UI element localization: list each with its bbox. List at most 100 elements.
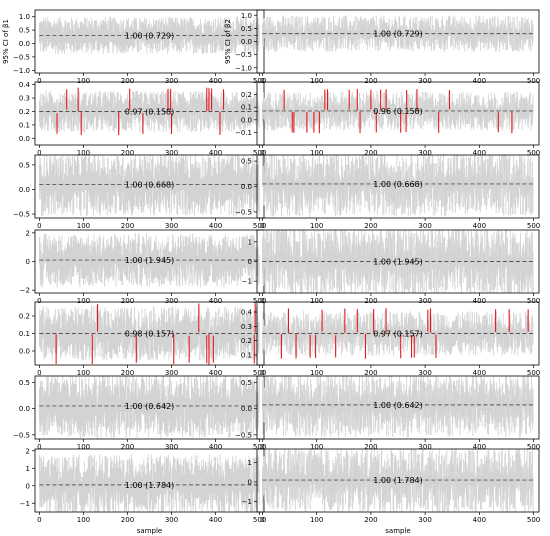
y-tick-label: −0.5: [235, 208, 252, 216]
x-tick-label: 300: [418, 222, 431, 230]
plot-area: [38, 87, 260, 136]
x-tick-label: 500: [253, 77, 266, 85]
ci-intervals: [261, 91, 534, 131]
panel-4-1: 0.97 (0.157) 0 100 200 300 400 500 0.1 0.2 0.3 0.4: [241, 301, 540, 377]
y-tick-label: 0.0: [241, 38, 252, 46]
x-tick-label: 400: [209, 149, 222, 157]
coverage-annotation: 1.00 (1.945): [373, 258, 423, 267]
y-tick-label: −0.1: [235, 129, 252, 137]
coverage-annotation: 1.00 (0.668): [125, 181, 175, 190]
x-tick-label: 400: [473, 297, 486, 305]
y-tick-label: 0.0: [19, 348, 30, 356]
x-tick-label: 200: [121, 149, 134, 157]
x-tick-label: 300: [418, 516, 431, 524]
coverage-annotation: 1.00 (0.668): [373, 180, 423, 189]
y-tick-label: 0.0: [241, 405, 252, 413]
x-tick-label: 400: [209, 77, 222, 85]
x-tick-label: 100: [77, 222, 90, 230]
coverage-annotation: 0.96 (0.158): [373, 107, 423, 116]
y-tick-label: 2: [26, 447, 30, 455]
y-tick-label: 0.4: [241, 309, 253, 317]
x-tick-label: 500: [527, 443, 540, 451]
x-tick-label: 100: [77, 297, 90, 305]
coverage-annotation: 0.97 (0.158): [125, 107, 175, 116]
x-tick-label: 100: [77, 149, 90, 157]
x-tick-label: 100: [310, 297, 323, 305]
ci-intervals: [38, 155, 260, 217]
x-tick-label: 200: [121, 77, 134, 85]
plot-area: [38, 453, 260, 512]
coverage-annotation: 0.97 (0.157): [373, 330, 423, 339]
y-tick-label: −0.5: [13, 211, 30, 219]
x-tick-label: 300: [165, 297, 178, 305]
x-tick-label: 0: [37, 222, 41, 230]
x-tick-label: 0: [260, 149, 264, 157]
y-tick-label: 0.2: [19, 313, 30, 321]
y-tick-label: 0.1: [19, 121, 30, 129]
x-tick-label: 300: [418, 77, 431, 85]
y-tick-label: 0.5: [19, 161, 30, 169]
y-tick-label: 0.0: [19, 186, 30, 194]
y-tick-label: 1.0: [241, 12, 252, 20]
x-tick-label: 500: [253, 516, 266, 524]
panel-3-0: 1.00 (1.945)0 100 200 300 400 500−202: [20, 229, 267, 305]
y-tick-label: 0.5: [241, 379, 252, 387]
axes-frame: [34, 9, 265, 74]
y-tick-label: −1: [242, 498, 252, 506]
y-tick-label: 0.1: [241, 104, 252, 112]
x-tick-label: 400: [473, 77, 486, 85]
panel-0-1: 1.00 (0.729)0 100 200 300 400 500−1.0−0.50.00…: [224, 9, 540, 85]
x-tick-label: 0: [37, 443, 41, 451]
y-tick-label: 2: [26, 229, 30, 237]
x-tick-label: 200: [121, 297, 134, 305]
x-tick-label: 300: [418, 369, 431, 377]
panel-1-1: 0.96 (0.158) 0 100 200 300 400 500 −0.1 0.0 0.1 0.…: [235, 81, 540, 157]
y-tick-label: 1: [248, 459, 252, 467]
x-tick-label: 300: [165, 443, 178, 451]
coverage-annotation: 1.00 (1.784): [125, 481, 175, 490]
x-tick-label: 500: [253, 297, 266, 305]
x-tick-label: 200: [364, 297, 377, 305]
x-tick-label: 0: [37, 369, 41, 377]
ci-intervals: [261, 155, 534, 218]
y-tick-label: −0.5: [235, 431, 252, 439]
plot-area: [38, 233, 260, 288]
panel-4-0: 0.98 (0.157) 0 100 200 300 400 500 0.0 0.1 0.2: [19, 301, 266, 377]
y-tick-label: −0.5: [13, 53, 30, 61]
x-tick-label: 400: [209, 516, 222, 524]
y-tick-label: 0.5: [19, 379, 30, 387]
y-tick-label: 0: [26, 482, 30, 490]
y-tick-label: 0.2: [241, 91, 252, 99]
plot-area: [261, 308, 534, 359]
coverage-annotation: 1.00 (0.729): [125, 31, 175, 40]
x-tick-label: 500: [253, 443, 266, 451]
x-tick-label: 300: [165, 149, 178, 157]
plot-area: [261, 230, 534, 293]
x-tick-label: 0: [260, 369, 264, 377]
x-tick-label: 300: [418, 149, 431, 157]
x-tick-label: 100: [77, 443, 90, 451]
y-tick-label: 0.3: [19, 95, 30, 103]
y-tick-label: 0.3: [241, 323, 252, 331]
y-tick-label: 0.4: [19, 81, 31, 89]
x-tick-label: 500: [253, 222, 266, 230]
y-tick-label: 0.5: [19, 27, 30, 35]
axes-frame: [256, 448, 540, 513]
x-tick-label: 100: [310, 516, 323, 524]
y-tick-label: 0.5: [241, 25, 252, 33]
ci-intervals: [261, 230, 534, 293]
coverage-annotation: 1.00 (0.729): [373, 30, 423, 39]
x-tick-label: 0: [37, 516, 41, 524]
y-tick-label: 0.2: [19, 108, 30, 116]
y-tick-label: −1.0: [13, 67, 30, 75]
coverage-annotation: 1.00 (1.784): [373, 476, 423, 485]
panel-2-0: 1.00 (0.668)0 100 200 300 400 500−0.50.00.5: [13, 154, 266, 230]
plot-area: [261, 89, 534, 134]
panel-5-0: 1.00 (0.642)0 100 200 300 400 500−0.50.00.5: [13, 375, 266, 451]
x-tick-label: 400: [473, 369, 486, 377]
y-tick-label: 0.0: [19, 405, 30, 413]
x-tick-label: 100: [310, 443, 323, 451]
y-tick-label: −1.0: [235, 64, 252, 72]
